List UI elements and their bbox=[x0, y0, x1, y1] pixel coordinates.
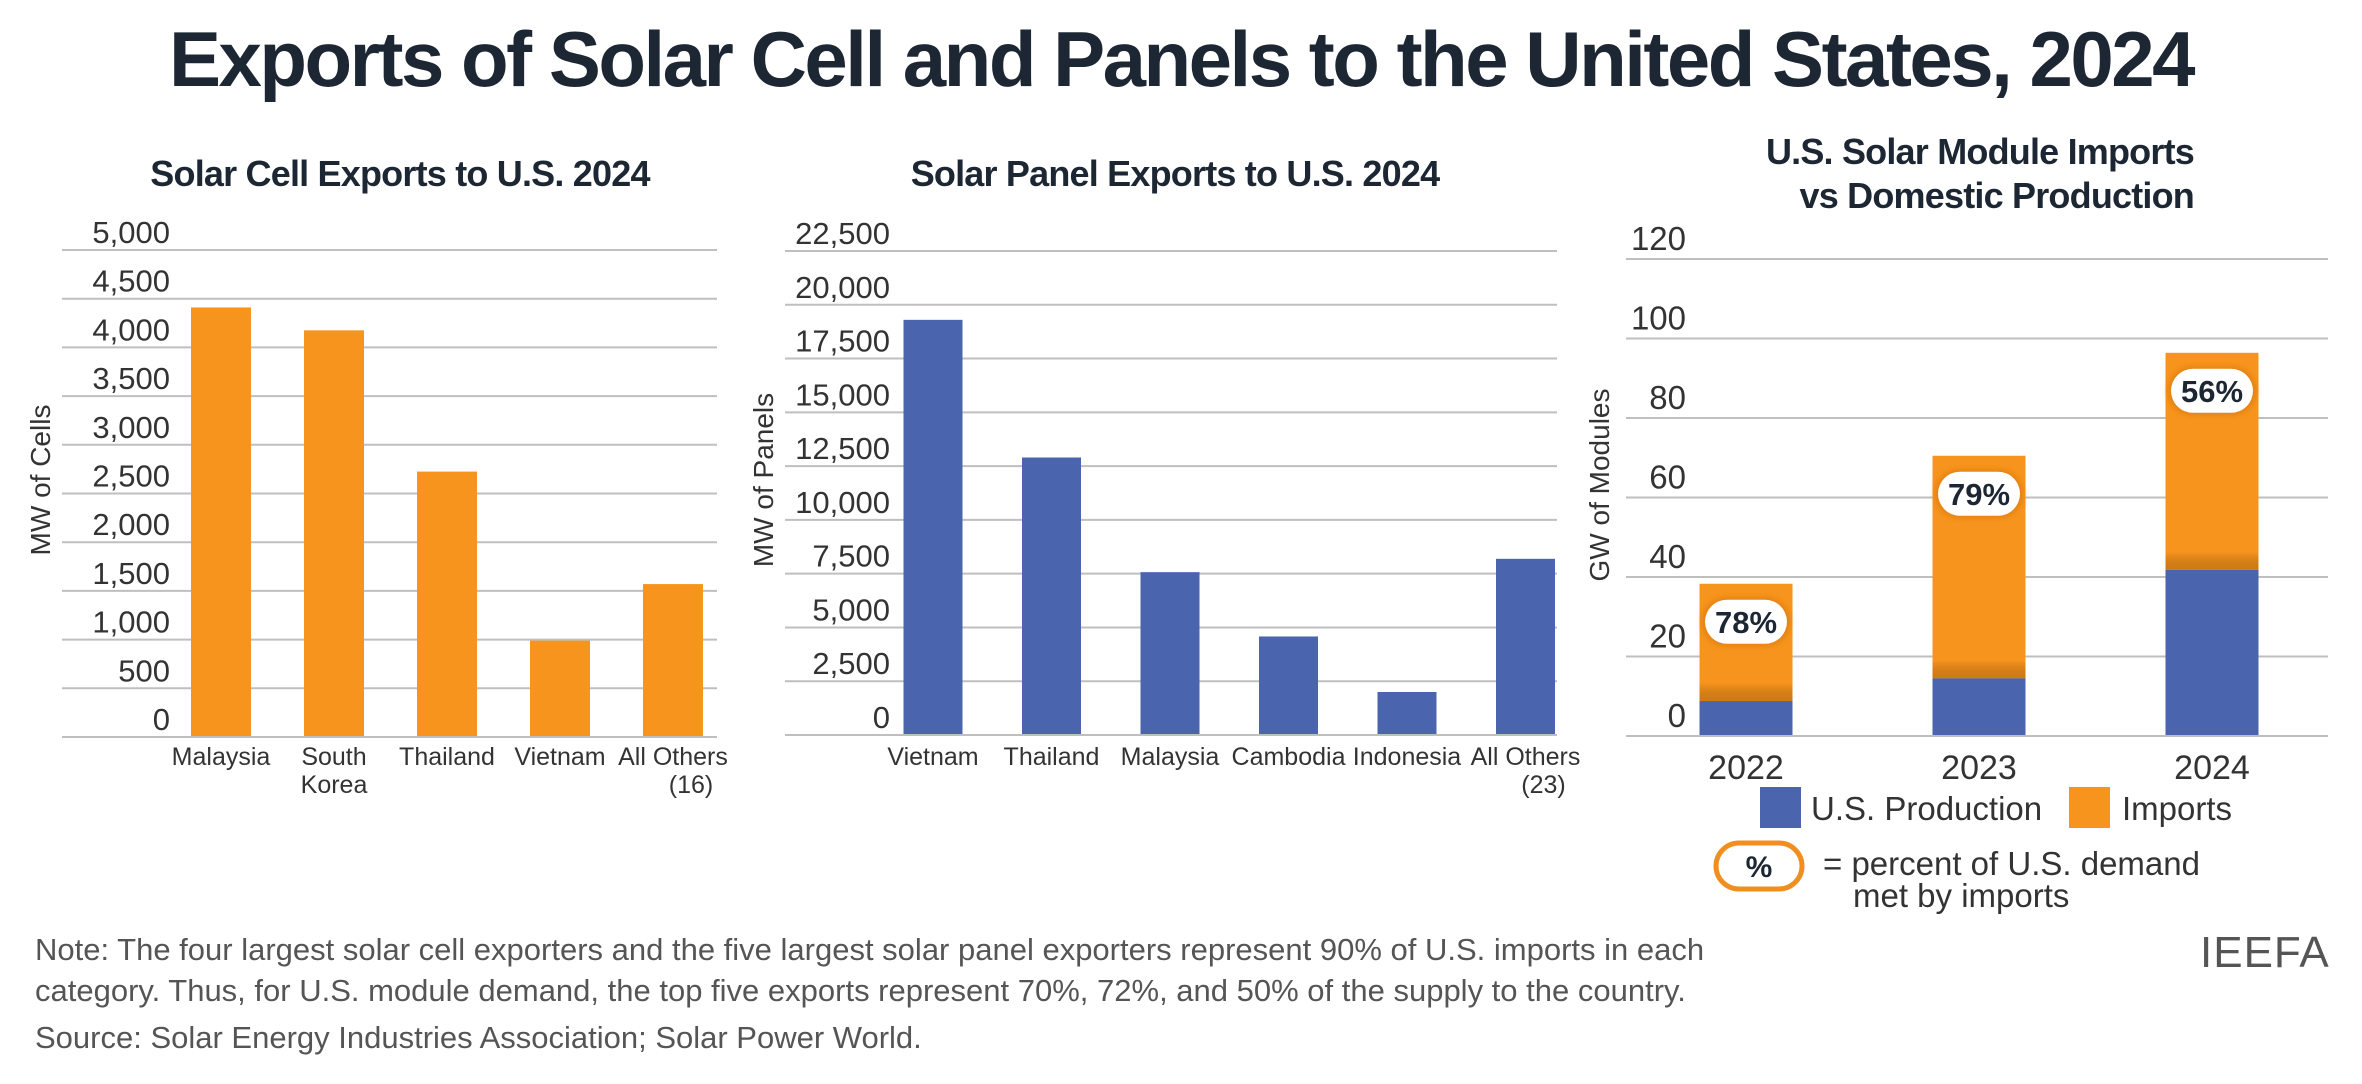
cell-ytick-label: 4,000 bbox=[92, 312, 170, 347]
module-bar-shade bbox=[1932, 660, 2026, 679]
cell-ytick-label: 1,000 bbox=[92, 605, 170, 640]
module-ytick-label: 120 bbox=[1631, 220, 1686, 257]
module-bar-production bbox=[2165, 569, 2259, 736]
panel-yaxis-label: MW of Panels bbox=[748, 393, 779, 567]
cell-bar bbox=[530, 640, 590, 737]
panel-ytick-label: 15,000 bbox=[795, 377, 890, 412]
cell-bar bbox=[417, 471, 477, 737]
module-chart-title: U.S. Solar Module Imports vs Domestic Pr… bbox=[1610, 130, 2330, 218]
cell-ytick-label: 500 bbox=[118, 653, 170, 688]
module-ytick-label: 60 bbox=[1649, 459, 1686, 496]
module-ytick-label: 80 bbox=[1649, 379, 1686, 416]
panel-chart: 0 2,500 5,000 7,500 10,000 12,500 15,000 17,500… bbox=[748, 216, 1580, 799]
module-xtick-label: 2024 bbox=[2174, 749, 2250, 787]
cell-ytick-label: 2,000 bbox=[92, 507, 170, 542]
cell-ytick-label: 4,500 bbox=[92, 264, 170, 299]
module-yaxis-label: GW of Modules bbox=[1584, 389, 1615, 582]
module-legend: U.S. Production Imports% = percent of U.S.… bbox=[1713, 787, 2232, 914]
percent-label: 78% bbox=[1715, 605, 1777, 640]
footnote-line-1: Note: The four largest solar cell export… bbox=[35, 932, 1705, 967]
legend-swatch-imports bbox=[2069, 787, 2110, 828]
module-xtick-label: 2023 bbox=[1941, 749, 2017, 787]
legend-pill-text-line1: = percent of U.S. demand bbox=[1823, 845, 2200, 882]
cell-yaxis-label: MW of Cells bbox=[25, 405, 56, 556]
cell-ytick-label: 1,500 bbox=[92, 556, 170, 591]
legend-label-imports: Imports bbox=[2122, 790, 2232, 827]
panel-xtick-label: All Others bbox=[1471, 743, 1581, 771]
module-bar-shade bbox=[1699, 683, 1793, 702]
module-bar-shade bbox=[2165, 551, 2259, 570]
cell-chart-title: Solar Cell Exports to U.S. 2024 bbox=[150, 153, 650, 194]
legend-pill-text-line2: met by imports bbox=[1853, 877, 2069, 914]
cell-xtick-label: Malaysia bbox=[172, 743, 271, 771]
panel-xtick-label: Malaysia bbox=[1121, 743, 1220, 771]
percent-label: 79% bbox=[1948, 477, 2010, 512]
panel-ytick-label: 2,500 bbox=[812, 646, 890, 681]
ieefa-logo: IEEFA bbox=[2200, 928, 2330, 977]
panel-ytick-label: 5,000 bbox=[812, 592, 890, 627]
cell-ytick-label: 5,000 bbox=[92, 215, 170, 250]
module-xtick-label: 2022 bbox=[1708, 749, 1784, 787]
cell-ytick-label: 3,500 bbox=[92, 361, 170, 396]
panel-ytick-label: 17,500 bbox=[795, 324, 890, 359]
main-title: Exports of Solar Cell and Panels to the … bbox=[168, 15, 2196, 103]
percent-pill bbox=[1938, 471, 2020, 516]
source-line: Source: Solar Energy Industries Associat… bbox=[35, 1020, 922, 1055]
cell-ytick-label: 0 bbox=[153, 702, 170, 737]
footnote-line-2: category. Thus, for U.S. module demand, … bbox=[35, 973, 1686, 1008]
legend-pill-symbol: % bbox=[1746, 851, 1773, 884]
legend-pill bbox=[1713, 840, 1805, 892]
cell-xtick-label: Thailand bbox=[399, 743, 495, 771]
module-ytick-label: 40 bbox=[1649, 538, 1686, 575]
panel-bar bbox=[1022, 457, 1081, 735]
panel-xtick-label: Indonesia bbox=[1353, 743, 1462, 771]
panel-ytick-label: 10,000 bbox=[795, 485, 890, 520]
panel-ytick-label: 7,500 bbox=[812, 539, 890, 574]
module-bar-production bbox=[1699, 701, 1793, 736]
cell-bar bbox=[643, 584, 703, 737]
module-bar-production bbox=[1932, 678, 2026, 736]
panel-bar bbox=[1496, 558, 1555, 735]
cell-ytick-label: 3,000 bbox=[92, 410, 170, 445]
cell-xtick-label: Korea bbox=[301, 771, 368, 799]
panel-xtick-label: Thailand bbox=[1004, 743, 1100, 771]
panel-ytick-label: 22,500 bbox=[795, 216, 890, 251]
cell-xtick-label: South bbox=[301, 743, 366, 771]
module-chart-title-line1: U.S. Solar Module Imports bbox=[1765, 131, 2195, 172]
panel-ytick-label: 0 bbox=[873, 700, 890, 735]
cell-xtick-label: (16) bbox=[669, 771, 713, 799]
cell-bar bbox=[304, 330, 364, 737]
panel-chart-title: Solar Panel Exports to U.S. 2024 bbox=[910, 153, 1440, 194]
module-ytick-label: 100 bbox=[1631, 300, 1686, 337]
panel-bar bbox=[903, 319, 963, 735]
panel-xtick-label: Cambodia bbox=[1232, 743, 1346, 771]
panel-xtick-label: (23) bbox=[1521, 771, 1565, 799]
cell-bar bbox=[191, 307, 251, 737]
panel-bar bbox=[1140, 572, 1200, 735]
cell-ytick-label: 2,500 bbox=[92, 459, 170, 494]
legend-label-production: U.S. Production bbox=[1811, 790, 2042, 827]
legend-swatch-production bbox=[1760, 787, 1801, 828]
panel-ytick-label: 12,500 bbox=[795, 431, 890, 466]
percent-pill bbox=[1705, 599, 1787, 644]
module-ytick-label: 0 bbox=[1668, 697, 1686, 734]
percent-pill bbox=[2171, 368, 2253, 413]
module-chart-title-line2: vs Domestic Production bbox=[1799, 175, 2195, 216]
percent-label: 56% bbox=[2181, 374, 2243, 409]
panel-bar bbox=[1259, 636, 1318, 735]
cell-xtick-label: Vietnam bbox=[514, 743, 605, 771]
cell-chart: 0 500 1,000 1,500 2,000 2,500 3,000 3,500 4,000 4… bbox=[25, 215, 728, 799]
panel-ytick-label: 20,000 bbox=[795, 270, 890, 305]
panel-bar bbox=[1377, 691, 1437, 735]
cell-xtick-label: All Others bbox=[618, 743, 728, 771]
module-chart: 0 20 40 60 80 100 120 GW of Modules 78% 2022 79% 20… bbox=[1584, 220, 2328, 787]
panel-xtick-label: Vietnam bbox=[887, 743, 978, 771]
module-ytick-label: 20 bbox=[1649, 618, 1686, 655]
